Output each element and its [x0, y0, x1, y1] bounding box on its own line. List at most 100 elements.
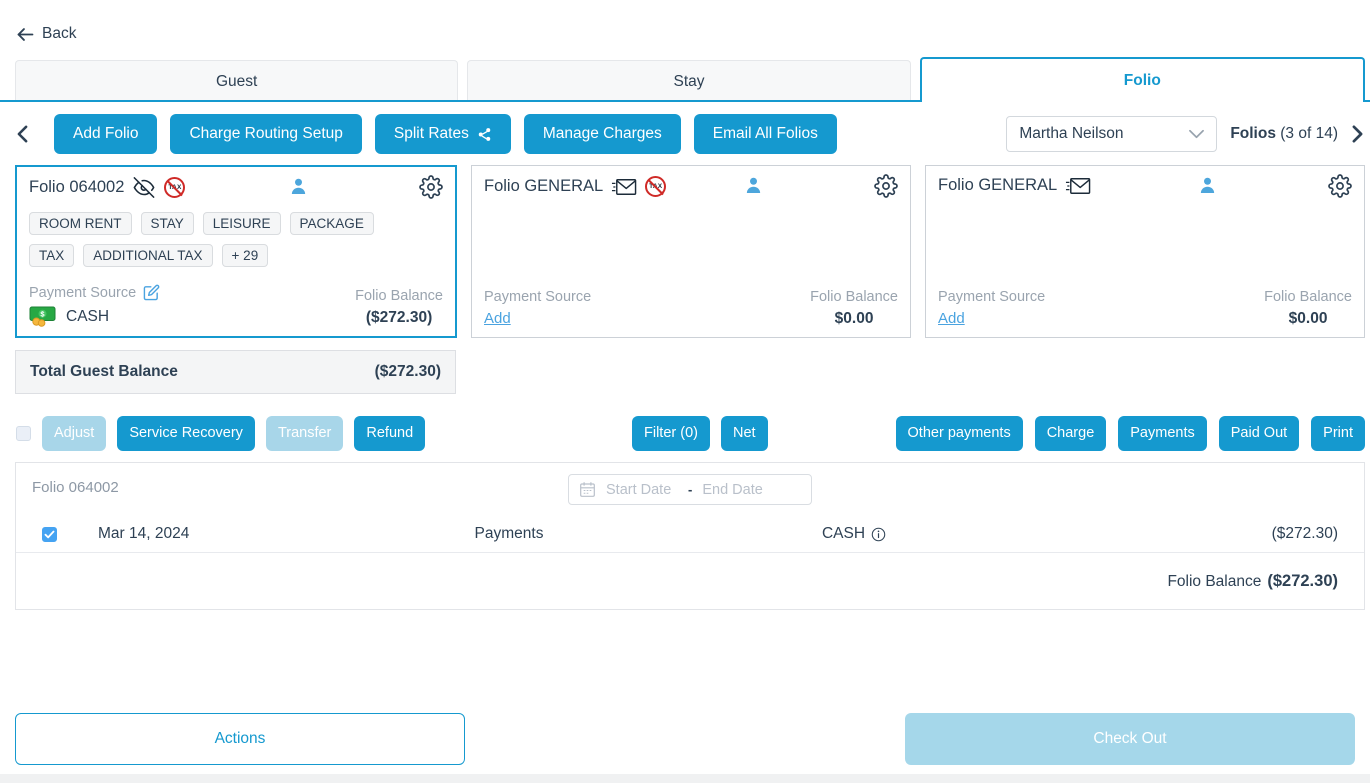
bottom-strip [0, 774, 1370, 783]
folio-card-064002[interactable]: Folio 064002 TAX ROOM RENT STAY LEISURE … [15, 165, 457, 338]
toolbar-right-group: Martha Neilson Folios (3 of 14) [1006, 116, 1364, 152]
back-arrow-icon [16, 26, 35, 43]
gear-icon[interactable] [874, 174, 898, 198]
split-rates-button[interactable]: Split Rates [374, 114, 511, 154]
date-range-picker[interactable]: - [568, 474, 812, 505]
net-button[interactable]: Net [720, 415, 768, 451]
filter-group: Filter (0) Net [632, 415, 768, 451]
folio-card-general-1[interactable]: Folio GENERAL TAX Payment Source Add [471, 165, 911, 338]
folio-balance-value: ($272.30) [365, 309, 433, 326]
table-folio-label: Folio 064002 [32, 479, 119, 496]
transfer-button[interactable]: Transfer [265, 415, 344, 451]
filter-button[interactable]: Filter (0) [632, 415, 710, 451]
add-payment-source-link[interactable]: Add [484, 310, 511, 327]
charge-button[interactable]: Charge [1034, 415, 1107, 451]
charge-category-tags: ROOM RENT STAY LEISURE PACKAGE TAX ADDIT… [29, 212, 393, 267]
folio-card-header: Folio GENERAL [938, 174, 1352, 198]
folio-card-title: Folio 064002 [29, 178, 125, 196]
transaction-method: CASH [654, 525, 1054, 543]
back-label: Back [42, 25, 77, 42]
folio-balance-label: Folio Balance [810, 289, 898, 305]
no-tax-text: TAX [168, 184, 182, 191]
folio-card-footer: Payment Source Add Folio Balance $0.00 [484, 289, 898, 328]
no-tax-text: TAX [649, 183, 663, 190]
print-button[interactable]: Print [1311, 415, 1365, 451]
other-payments-button[interactable]: Other payments [895, 415, 1023, 451]
guest-selector[interactable]: Martha Neilson [1006, 116, 1218, 152]
share-icon [477, 127, 492, 142]
tab-bar: Guest Stay Folio [15, 57, 1365, 102]
email-send-icon [1065, 177, 1091, 195]
folio-balance-value: $0.00 [834, 310, 874, 327]
payment-source-label: Payment Source [29, 284, 137, 301]
folio-balance-value: $0.00 [1288, 310, 1328, 327]
chevron-left-icon[interactable] [16, 125, 29, 143]
info-icon[interactable] [871, 527, 886, 542]
folio-card-header: Folio GENERAL TAX [484, 174, 898, 198]
table-folio-balance-label: Folio Balance [1167, 573, 1262, 590]
payment-source-label: Payment Source [938, 289, 1046, 305]
person-icon[interactable] [289, 177, 308, 196]
transaction-row[interactable]: Mar 14, 2024 Payments CASH ($272.30) [16, 516, 1364, 553]
tab-folio[interactable]: Folio [919, 57, 1365, 102]
split-rates-label: Split Rates [393, 125, 469, 142]
payment-source-value: CASH [66, 307, 110, 325]
start-date-input[interactable] [606, 481, 678, 498]
end-date-input[interactable] [702, 481, 775, 498]
folio-card-title: Folio GENERAL [938, 176, 1058, 194]
total-guest-balance-label: Total Guest Balance [30, 363, 178, 380]
tab-guest[interactable]: Guest [15, 60, 459, 102]
folio-card-general-2[interactable]: Folio GENERAL Payment Source Add Folio B… [925, 165, 1365, 338]
transaction-actions-bar: Adjust Service Recovery Transfer Refund … [16, 415, 1365, 451]
gear-icon[interactable] [1328, 174, 1352, 198]
add-payment-source-link[interactable]: Add [938, 310, 965, 327]
email-all-folios-button[interactable]: Email All Folios [693, 114, 837, 154]
back-link[interactable]: Back [16, 25, 76, 43]
person-icon[interactable] [1198, 176, 1217, 195]
date-range-separator: - [688, 482, 693, 497]
tag-pill: PACKAGE [289, 212, 374, 235]
tag-pill: STAY [140, 212, 194, 235]
payment-source-block: Payment Source $ CASH [29, 284, 160, 327]
person-icon[interactable] [744, 176, 763, 195]
guest-selector-value: Martha Neilson [1019, 125, 1124, 142]
paid-out-button[interactable]: Paid Out [1218, 415, 1300, 451]
check-out-button[interactable]: Check Out [905, 713, 1355, 765]
no-tax-icon: TAX [645, 176, 667, 197]
gear-icon[interactable] [419, 175, 443, 199]
row-checkbox[interactable] [42, 526, 57, 542]
charge-routing-setup-button[interactable]: Charge Routing Setup [170, 114, 362, 154]
no-tax-icon: TAX [164, 177, 186, 198]
payment-source-block: Payment Source Add [938, 289, 1045, 328]
email-send-icon [611, 178, 637, 196]
transaction-type: Payments [474, 525, 544, 542]
payment-actions-group: Other payments Charge Payments Paid Out … [895, 415, 1365, 451]
tab-stay[interactable]: Stay [467, 60, 911, 102]
total-guest-balance-bar: Total Guest Balance ($272.30) [15, 350, 456, 394]
folio-card-footer: Payment Source Add Folio Balance $0.00 [938, 289, 1352, 328]
folio-balance-block: Folio Balance $0.00 [1264, 289, 1352, 328]
folios-count: (3 of 14) [1280, 125, 1338, 142]
chevron-right-icon[interactable] [1351, 125, 1364, 143]
manage-charges-button[interactable]: Manage Charges [523, 114, 681, 154]
more-tags-pill[interactable]: + 29 [221, 244, 269, 267]
service-recovery-button[interactable]: Service Recovery [117, 415, 255, 451]
payment-source-label: Payment Source [484, 289, 592, 305]
actions-button[interactable]: Actions [15, 713, 465, 765]
calendar-icon [579, 481, 596, 498]
payments-button[interactable]: Payments [1118, 415, 1207, 451]
tag-pill: ROOM RENT [29, 212, 132, 235]
transaction-method-value: CASH [821, 525, 866, 542]
edit-icon[interactable] [143, 284, 160, 301]
table-folio-balance: Folio Balance ($272.30) [16, 553, 1364, 591]
tag-pill: TAX [29, 244, 75, 267]
add-folio-button[interactable]: Add Folio [54, 114, 158, 154]
folio-balance-block: Folio Balance $0.00 [810, 289, 898, 328]
adjust-button[interactable]: Adjust [42, 415, 107, 451]
transaction-amount: ($272.30) [1271, 525, 1338, 542]
folio-toolbar: Add Folio Charge Routing Setup Split Rat… [16, 114, 1364, 154]
transactions-table-header: Folio 064002 - [16, 463, 1364, 516]
refund-button[interactable]: Refund [354, 415, 426, 451]
select-all-checkbox[interactable] [16, 425, 31, 441]
